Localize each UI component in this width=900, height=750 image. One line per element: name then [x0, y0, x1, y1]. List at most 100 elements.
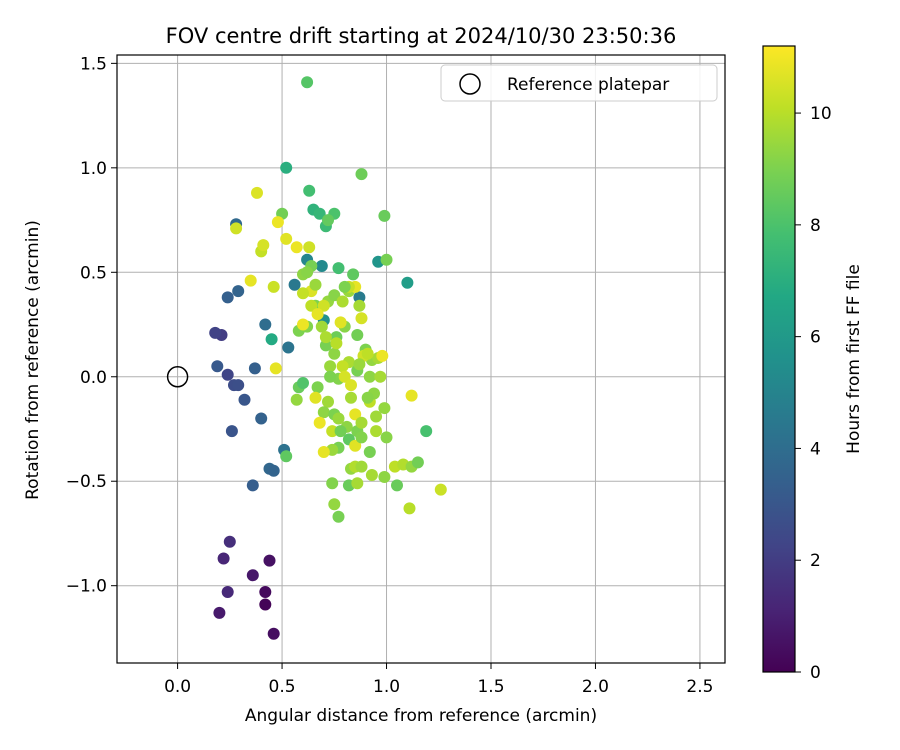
- data-point: [305, 299, 318, 312]
- data-point: [315, 260, 328, 272]
- data-point: [345, 391, 357, 404]
- data-point: [353, 299, 366, 312]
- data-point: [244, 274, 257, 287]
- colorbar-tick-label: 0: [810, 663, 821, 683]
- data-point: [420, 425, 433, 438]
- data-point: [370, 425, 383, 438]
- chart-title: FOV centre drift starting at 2024/10/30 …: [166, 24, 677, 48]
- data-point: [347, 268, 360, 281]
- data-point: [267, 280, 280, 293]
- data-point: [351, 477, 364, 490]
- reference-platepar-point: [166, 366, 189, 388]
- data-point: [297, 287, 309, 300]
- data-point: [378, 402, 391, 415]
- data-point: [332, 412, 345, 425]
- data-point: [297, 377, 309, 389]
- reference-platepar-marker: [166, 366, 189, 388]
- y-tick-label: −1.0: [66, 577, 107, 597]
- data-point: [225, 425, 238, 438]
- data-point: [301, 76, 314, 89]
- data-point: [211, 360, 224, 373]
- data-point: [355, 431, 368, 444]
- data-point: [355, 168, 368, 181]
- data-point: [345, 379, 357, 392]
- data-point: [311, 308, 324, 321]
- data-point: [269, 362, 282, 375]
- data-point: [238, 393, 251, 406]
- data-point: [374, 370, 387, 383]
- colorbar-gradient: [762, 45, 796, 673]
- data-points: [209, 76, 447, 640]
- data-point: [221, 586, 234, 598]
- data-point: [288, 278, 301, 291]
- data-point: [434, 483, 447, 496]
- data-point: [217, 552, 230, 565]
- data-point: [334, 316, 347, 329]
- x-tick-label: 0.5: [269, 677, 296, 697]
- data-point: [232, 379, 245, 392]
- data-point: [221, 368, 234, 381]
- data-point: [405, 389, 418, 402]
- data-point: [309, 278, 322, 291]
- data-point: [290, 241, 303, 254]
- data-point: [328, 498, 341, 511]
- data-point: [324, 360, 337, 373]
- data-point: [322, 214, 334, 227]
- data-point: [355, 416, 368, 429]
- data-point: [317, 299, 330, 312]
- data-point: [271, 216, 284, 229]
- data-point: [355, 460, 368, 473]
- data-point: [401, 276, 414, 289]
- data-point: [353, 358, 366, 371]
- data-point: [349, 439, 362, 452]
- colorbar-ticks: 0 2 4 6 8 10: [795, 104, 832, 683]
- data-point: [322, 395, 334, 408]
- data-point: [330, 337, 343, 350]
- data-point: [319, 339, 332, 352]
- y-tick-label: 1.0: [80, 159, 107, 179]
- legend-entry-reference: Reference platepar: [507, 75, 669, 95]
- data-point: [380, 253, 393, 266]
- data-point: [309, 391, 322, 404]
- y-axis-ticks: −1.0 −0.5 0.0 0.5 1.0 1.5: [66, 54, 117, 597]
- data-point: [336, 295, 349, 308]
- data-point: [267, 464, 280, 477]
- data-point: [303, 184, 316, 197]
- data-point: [317, 406, 330, 419]
- colorbar-tick-label: 2: [810, 551, 821, 571]
- data-point: [370, 410, 383, 423]
- data-point: [363, 370, 376, 383]
- x-tick-label: 2.5: [686, 677, 713, 697]
- data-point: [365, 469, 378, 481]
- data-point: [351, 329, 364, 341]
- data-point: [391, 479, 403, 492]
- data-point: [363, 446, 376, 458]
- data-point: [338, 280, 351, 293]
- data-point: [263, 554, 276, 567]
- data-point: [209, 326, 222, 339]
- data-point: [213, 606, 226, 619]
- data-point: [338, 370, 351, 383]
- data-point: [332, 510, 345, 523]
- data-point: [361, 391, 374, 404]
- data-point: [232, 285, 245, 298]
- data-point: [313, 416, 326, 429]
- colorbar-tick-label: 10: [810, 104, 832, 124]
- x-axis-label: Angular distance from reference (arcmin): [245, 706, 597, 726]
- legend-reference-marker: [459, 73, 481, 95]
- data-point: [230, 222, 243, 235]
- data-point: [282, 341, 295, 354]
- data-point: [353, 291, 366, 304]
- y-tick-label: 0.5: [80, 263, 107, 283]
- data-point: [280, 450, 293, 463]
- data-point: [246, 479, 259, 492]
- data-point: [297, 318, 309, 331]
- data-point: [311, 381, 324, 394]
- data-point: [378, 471, 391, 483]
- colorbar-tick-label: 6: [810, 328, 821, 348]
- data-point: [267, 627, 280, 640]
- data-point: [248, 362, 261, 375]
- legend-box: [440, 64, 718, 102]
